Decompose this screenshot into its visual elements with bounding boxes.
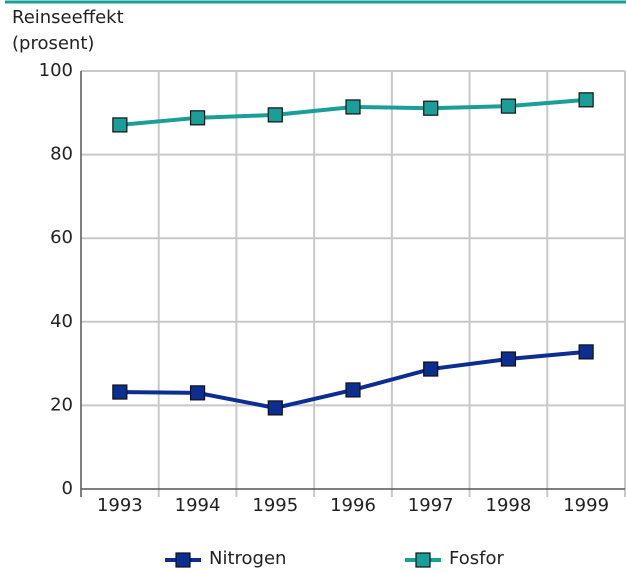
y-tick-label: 20 [50, 394, 73, 415]
y-tick-label: 0 [62, 478, 73, 499]
legend-label: Fosfor [449, 548, 504, 569]
point-marker [267, 107, 283, 123]
point-marker [423, 361, 439, 377]
point-marker [189, 385, 206, 401]
x-tick-label: 1996 [330, 495, 376, 516]
point-marker [423, 100, 439, 116]
legend-label: Nitrogen [209, 548, 286, 569]
point-marker [267, 400, 283, 416]
point-marker [500, 98, 517, 114]
point-marker [112, 117, 128, 133]
y-tick-label: 80 [50, 144, 73, 165]
legend-marker [175, 552, 191, 568]
x-tick-label: 1995 [252, 495, 298, 516]
x-tick-label: 1998 [486, 495, 532, 516]
y-axis-label: (prosent) [12, 33, 94, 54]
series-line [119, 349, 587, 410]
point-marker [578, 344, 594, 360]
point-marker [112, 384, 128, 400]
point-marker [189, 110, 206, 126]
legend-marker [415, 552, 431, 568]
point-marker [345, 382, 361, 398]
point-marker [345, 99, 361, 115]
x-tick-label: 1993 [97, 495, 143, 516]
y-tick-label: 100 [39, 60, 73, 81]
x-tick-label: 1999 [563, 495, 609, 516]
point-marker [500, 351, 517, 367]
y-axis-label: Reinseeffekt [12, 7, 124, 28]
y-tick-label: 60 [50, 227, 73, 248]
point-marker [578, 92, 594, 108]
y-tick-label: 40 [50, 311, 73, 332]
x-tick-label: 1994 [175, 495, 221, 516]
x-tick-label: 1997 [408, 495, 454, 516]
